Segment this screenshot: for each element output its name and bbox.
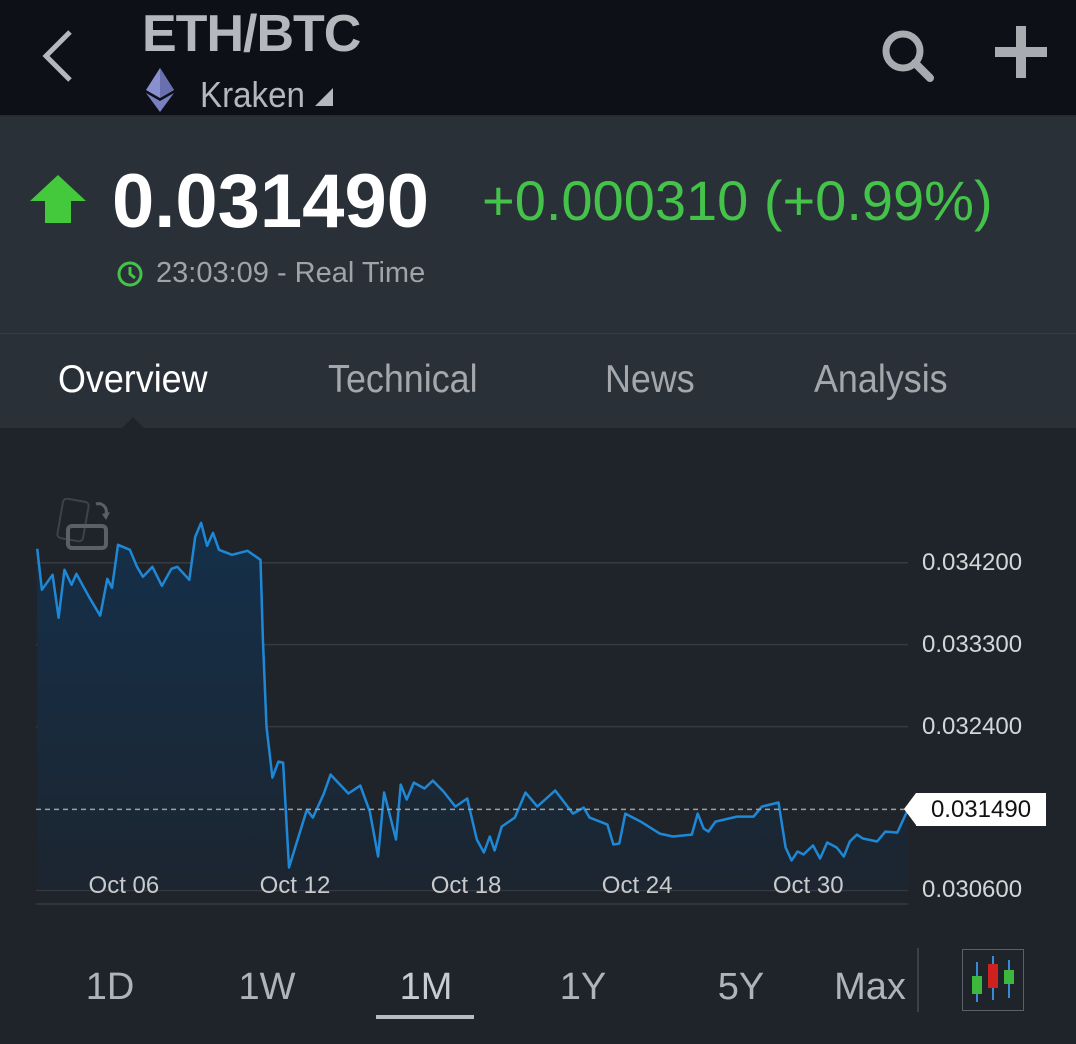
tab-bar: Overview Technical News Analysis [0, 333, 1076, 428]
quote-panel [0, 117, 1076, 333]
x-tick-label: Oct 06 [88, 872, 160, 899]
up-arrow-icon [30, 175, 86, 223]
exchange-selector[interactable]: Kraken [200, 74, 305, 115]
range-1w[interactable]: 1W [238, 966, 296, 1008]
y-tick-label: 0.032400 [922, 712, 1023, 740]
y-tick-label: 0.030600 [922, 876, 1023, 904]
app-header: ETH/BTC Kraken [0, 0, 1076, 117]
clock-icon [117, 261, 143, 287]
selected-range-underline [376, 1015, 474, 1019]
x-tick-label: Oct 30 [772, 872, 844, 899]
quote-time: 23:03:09 - Real Time [156, 257, 426, 289]
range-1d[interactable]: 1D [85, 966, 135, 1008]
y-tick-label: 0.033300 [922, 630, 1023, 658]
x-tick-label: Oct 18 [430, 872, 502, 899]
back-chevron-icon[interactable] [38, 28, 78, 84]
divider [917, 948, 919, 1012]
price-line [35, 521, 910, 869]
x-tick-label: Oct 24 [601, 872, 673, 899]
last-price: 0.031490 [112, 159, 429, 244]
current-price-tag: 0.031490 [904, 793, 1046, 827]
tab-analysis[interactable]: Analysis [814, 358, 948, 401]
range-max[interactable]: Max [834, 966, 906, 1008]
tab-overview[interactable]: Overview [58, 358, 208, 401]
search-icon[interactable] [878, 26, 938, 86]
pair-title: ETH/BTC [142, 5, 361, 63]
range-1m[interactable]: 1M [399, 966, 453, 1008]
price-change: +0.000310 (+0.99%) [482, 169, 993, 232]
chart-type-button[interactable] [962, 949, 1024, 1011]
ethereum-icon [146, 68, 174, 112]
rotate-screen-icon[interactable] [56, 498, 114, 554]
range-5y[interactable]: 5Y [717, 966, 765, 1008]
tab-technical[interactable]: Technical [328, 358, 478, 401]
plus-icon[interactable] [995, 26, 1047, 78]
tab-news[interactable]: News [605, 358, 695, 401]
x-tick-label: Oct 12 [259, 872, 331, 899]
active-tab-indicator [122, 417, 144, 428]
dropdown-triangle-icon[interactable] [315, 88, 333, 106]
range-1y[interactable]: 1Y [559, 966, 607, 1008]
candlestick-icon [972, 956, 1014, 1002]
y-tick-label: 0.034200 [922, 548, 1023, 576]
price-area [37, 522, 909, 890]
